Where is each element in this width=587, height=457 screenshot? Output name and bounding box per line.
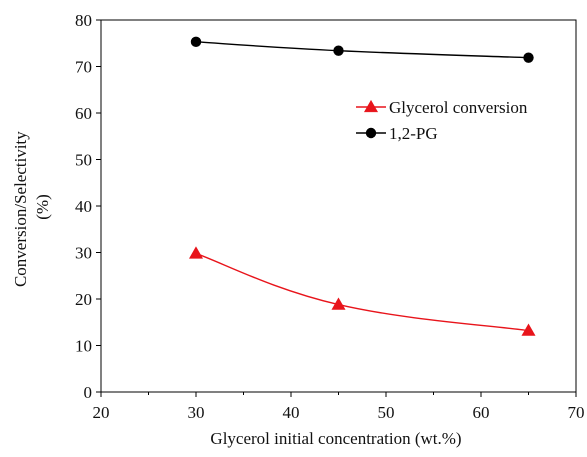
legend-marker-1 [365,127,377,139]
plot-frame [100,19,577,393]
data-point-0-0 [188,246,204,259]
x-tick-label-50: 50 [378,403,395,422]
data-point-1-0 [190,36,202,48]
data-point-1-1 [333,45,344,56]
x-tick-label-20: 20 [93,403,110,422]
y-axis-label-line-2: (%) [33,194,52,219]
legend-marker-0 [363,99,379,113]
y-tick-label-70: 70 [75,58,92,77]
data-point-0-1 [331,297,346,310]
legend-entry-1: 1,2-PG [356,124,438,143]
x-axis-label: Glycerol initial concentration (wt.%) [210,429,461,448]
data-point-0-2 [521,323,536,336]
x-tick-label-30: 30 [188,403,205,422]
legend-label-1: 1,2-PG [389,124,438,143]
y-tick-label-50: 50 [75,151,92,170]
y-axis-label: Conversion/Selectivity (%) [11,127,52,287]
legend: Glycerol conversion 1,2-PG [356,98,528,143]
x-tick-label-60: 60 [473,403,490,422]
series-layer [188,36,536,336]
x-tick-label-40: 40 [283,403,300,422]
y-tick-label-30: 30 [75,244,92,263]
axes: 20 30 40 50 60 70 0 10 20 30 40 50 60 70 80 [75,11,585,422]
series-line-0 [195,252,529,332]
y-tick-label-10: 10 [75,337,92,356]
legend-label-0: Glycerol conversion [389,98,528,117]
y-axis-label-line-1: Conversion/Selectivity [11,131,30,287]
series-line-1 [195,41,529,59]
series-1 [190,36,534,63]
y-tick-label-0: 0 [84,383,93,402]
y-tick-label-40: 40 [75,197,92,216]
y-tick-label-20: 20 [75,290,92,309]
y-tick-label-60: 60 [75,104,92,123]
legend-entry-0: Glycerol conversion [356,98,528,117]
x-tick-label-70: 70 [568,403,585,422]
series-0 [188,246,536,336]
y-tick-label-80: 80 [75,11,92,30]
data-point-1-2 [523,52,534,63]
